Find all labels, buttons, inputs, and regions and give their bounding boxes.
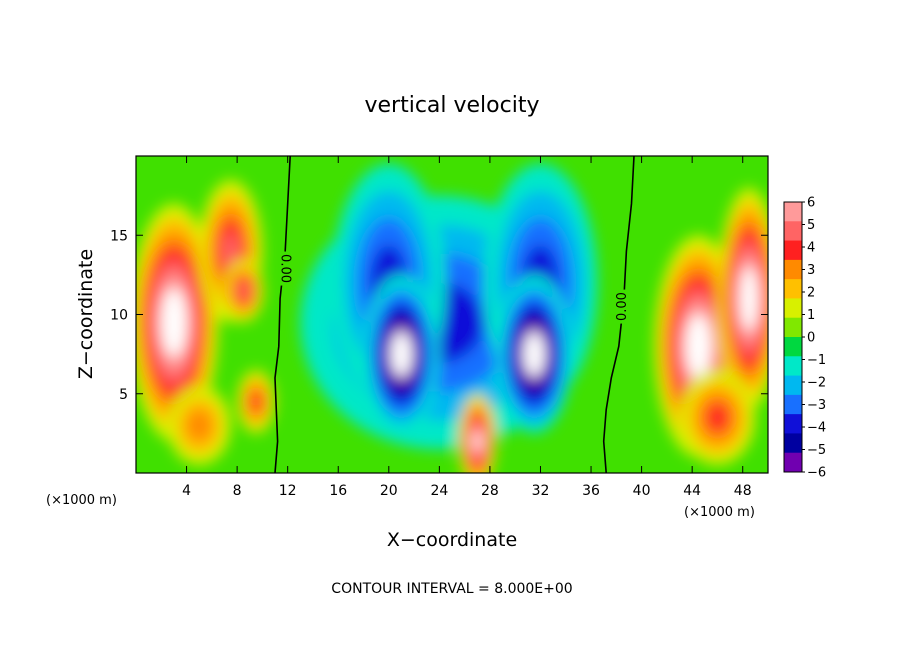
contour-label: 0.00 xyxy=(278,254,293,283)
colorbar-tick-label: −5 xyxy=(807,443,826,458)
colorbar-tick-label: 2 xyxy=(807,286,815,301)
field-band xyxy=(705,402,730,433)
field-band xyxy=(186,409,213,442)
x-tick-label: 48 xyxy=(734,483,752,499)
y-axis-title: Z−coordinate xyxy=(75,249,97,379)
colorbar-swatch xyxy=(784,356,802,377)
x-unit-label-left: (×1000 m) xyxy=(46,493,117,508)
colorbar-swatch xyxy=(784,279,802,299)
y-tick-label: 10 xyxy=(110,308,128,324)
field-feature-10 xyxy=(458,393,497,473)
y-axis-ticks: 5 10 15 xyxy=(110,228,768,403)
field-band xyxy=(743,280,755,318)
field-layer xyxy=(136,156,768,473)
y-tick-label: 5 xyxy=(119,387,128,403)
colorbar-swatch xyxy=(784,298,802,319)
colorbar: 6 5 4 3 2 1 0 −1 −2 −3 −4 −5 −6 xyxy=(783,196,826,481)
field-band xyxy=(250,391,263,412)
chart-title: vertical velocity xyxy=(364,93,539,118)
field-band xyxy=(395,340,408,368)
field-feature-12 xyxy=(717,187,768,410)
contour-interval-caption: CONTOUR INTERVAL = 8.000E+00 xyxy=(331,581,572,597)
colorbar-tick-label: −3 xyxy=(807,398,826,413)
contour-label: 0.00 xyxy=(615,292,630,321)
field-band xyxy=(166,302,182,343)
colorbar-tick-label: 1 xyxy=(807,308,815,323)
field-band xyxy=(527,340,541,368)
field-feature-9 xyxy=(496,274,573,434)
field-band xyxy=(238,282,249,299)
colorbar-swatch xyxy=(784,433,802,454)
field-feature-13 xyxy=(679,369,756,466)
contour-label-bg xyxy=(278,251,293,286)
colorbar-swatch xyxy=(784,394,802,415)
colorbar-tick-label: −2 xyxy=(807,376,826,391)
field-feature-0 xyxy=(136,203,219,442)
zero-contour-line xyxy=(274,156,291,473)
x-unit-label-right: (×1000 m) xyxy=(684,505,755,520)
colorbar-tick-label: 3 xyxy=(807,263,815,278)
field-feature-2 xyxy=(223,259,264,323)
colorbar-swatch xyxy=(784,221,802,242)
x-tick-label: 12 xyxy=(279,483,297,499)
colorbar-swatch xyxy=(784,202,802,222)
x-tick-label: 36 xyxy=(582,483,600,499)
field-feature-4 xyxy=(167,385,231,466)
x-tick-label: 32 xyxy=(532,483,550,499)
x-tick-label: 40 xyxy=(633,483,651,499)
x-tick-label: 20 xyxy=(380,483,398,499)
zero-contour-line xyxy=(602,156,635,473)
x-tick-label: 24 xyxy=(430,483,448,499)
colorbar-tick-label: 6 xyxy=(807,196,815,211)
colorbar-tick-label: 4 xyxy=(807,241,815,256)
x-tick-label: 16 xyxy=(329,483,347,499)
colorbar-tick-label: 5 xyxy=(807,218,815,233)
y-tick-label: 15 xyxy=(110,228,128,244)
x-axis-ticks: 4 8 12 16 20 24 28 32 36 40 44 48 xyxy=(182,156,752,499)
colorbar-tick-label: −1 xyxy=(807,353,826,368)
colorbar-swatch xyxy=(784,337,802,357)
field-feature-8 xyxy=(363,274,440,434)
x-tick-label: 44 xyxy=(683,483,701,499)
colorbar-swatch xyxy=(784,240,802,261)
colorbar-swatch xyxy=(784,375,802,396)
field-band xyxy=(222,232,239,270)
x-axis-title: X−coordinate xyxy=(387,529,517,551)
colorbar-swatch xyxy=(784,259,802,280)
colorbar-tick-label: −6 xyxy=(807,466,826,481)
colorbar-tick-label: 0 xyxy=(807,331,815,346)
colorbar-swatch xyxy=(784,452,802,473)
colorbar-swatch xyxy=(784,414,802,434)
x-tick-label: 4 xyxy=(182,483,191,499)
contour-lines: 0.00 0.00 xyxy=(274,156,635,473)
field-band xyxy=(691,327,706,365)
colorbar-tick-label: −4 xyxy=(807,421,826,436)
x-tick-label: 8 xyxy=(233,483,242,499)
x-tick-label: 28 xyxy=(481,483,499,499)
contour-label-bg xyxy=(615,289,630,324)
colorbar-swatch xyxy=(784,317,802,338)
field-feature-3 xyxy=(237,369,276,434)
field-band xyxy=(473,432,481,451)
